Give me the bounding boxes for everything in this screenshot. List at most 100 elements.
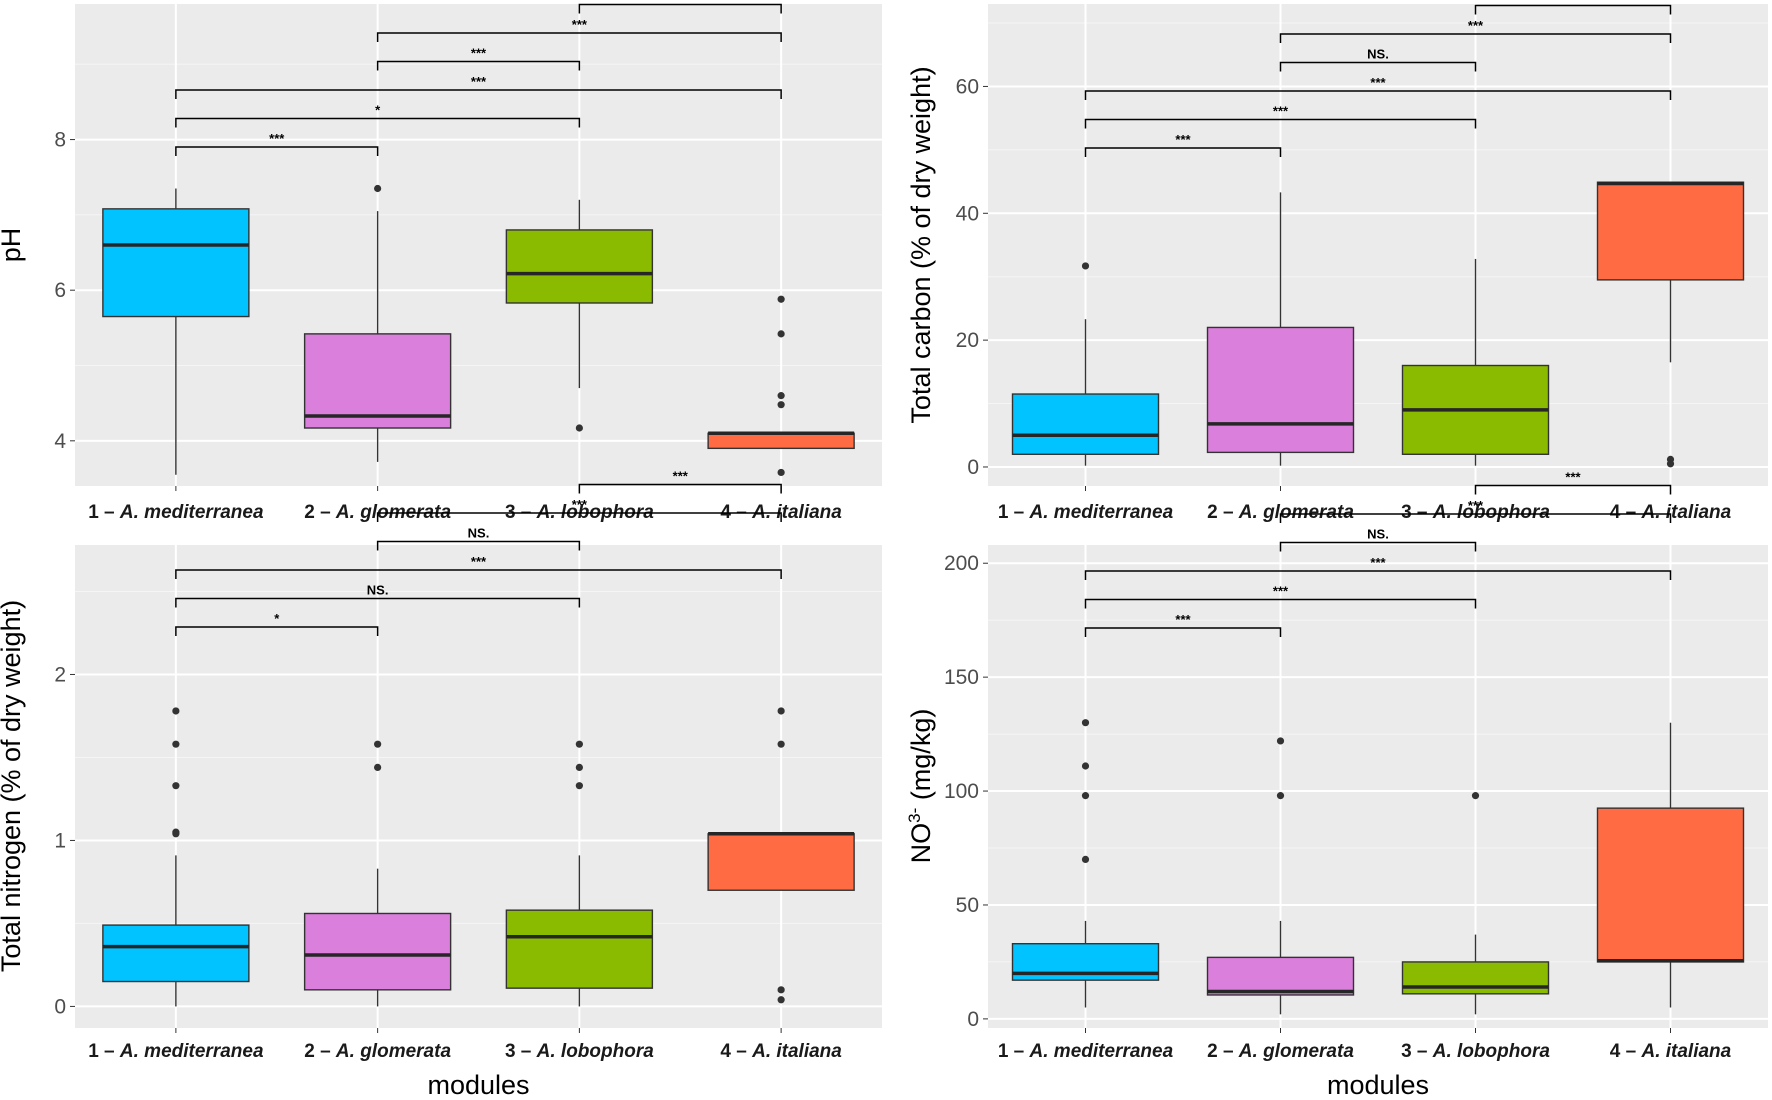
x-tick-species: A. glomerata: [335, 1041, 452, 1062]
y-tick-label: 4: [54, 430, 66, 453]
box-iqr: [303, 912, 452, 991]
y-tick-label: 2: [54, 663, 66, 686]
significance-bracket: [1084, 627, 1282, 637]
x-tick-number: 4 –: [1610, 502, 1642, 523]
significance-bracket: [376, 512, 782, 522]
y-tick-label: 8: [54, 129, 66, 152]
y-tick-label: 1: [54, 829, 66, 852]
box-iqr: [1596, 181, 1745, 281]
significance-bracket: [578, 3, 782, 14]
box-iqr: [102, 208, 250, 318]
box-1: [1011, 719, 1160, 1008]
significance-label: ***: [471, 554, 487, 569]
x-tick-label: 2 – A. glomerata: [1207, 502, 1354, 523]
outlier-point: [172, 740, 180, 748]
significance-label: ***: [1468, 498, 1484, 513]
outlier-point: [374, 184, 382, 193]
outlier-point: [1276, 792, 1285, 800]
significance-label: NS.: [1367, 47, 1389, 62]
chart-panel-bottom-right: 0 50 100 150 200 1 – A. mediterranea 2 – A. gl…: [905, 470, 1768, 1100]
outlier-point: [777, 401, 785, 409]
y-axis-label: Total nitrogen (% of dry weight): [0, 600, 26, 972]
outlier-point: [777, 295, 785, 303]
significance-label: ***: [269, 131, 285, 146]
box-1: [102, 707, 250, 1007]
box-2: [1206, 192, 1355, 466]
outlier-point: [1081, 262, 1090, 270]
box-3: [505, 740, 654, 1007]
significance-label: ***: [1175, 132, 1191, 147]
significance-bracket: [578, 483, 782, 494]
significance-label: ***: [1370, 75, 1386, 90]
x-tick-number: 3 –: [505, 1041, 537, 1062]
y-axis-label: Total carbon (% of dry weight): [906, 66, 936, 423]
x-axis-label: modules: [427, 1070, 529, 1100]
box-2: [303, 740, 452, 1007]
significance-bracket: [376, 60, 581, 71]
outlier-point: [777, 740, 785, 748]
x-tick-label: 4 – A. italiana: [1610, 1041, 1732, 1062]
x-tick-species: A. glomerata: [1238, 1041, 1355, 1062]
y-tick-label: 200: [944, 552, 979, 575]
significance-bracket: [1084, 598, 1477, 609]
significance-label: NS.: [1367, 527, 1389, 542]
significance-label: NS.: [468, 526, 490, 541]
y-tick-label: 0: [967, 456, 979, 479]
box-iqr: [102, 924, 250, 983]
significance-bracket: [175, 117, 581, 128]
outlier-point: [1081, 792, 1090, 800]
y-tick-label: 100: [944, 780, 979, 803]
significance-label: ***: [673, 469, 689, 484]
significance-bracket: [175, 146, 379, 156]
box-2: [303, 184, 452, 462]
x-tick-number: 4 –: [720, 1041, 752, 1062]
x-tick-number: 2 –: [1207, 1041, 1239, 1062]
significance-bracket: [376, 32, 782, 42]
significance-label: ***: [673, 0, 689, 4]
box-iqr: [1401, 961, 1550, 995]
x-tick-number: 4 –: [1610, 1041, 1642, 1062]
x-tick-species: A. mediterranea: [1029, 1041, 1174, 1062]
x-tick-label: 2 – A. glomerata: [1207, 1041, 1354, 1062]
x-tick-number: 3 –: [1401, 1041, 1433, 1062]
outlier-point: [1276, 737, 1285, 745]
x-tick-number: 1 –: [998, 1041, 1030, 1062]
outlier-point: [1666, 460, 1675, 468]
box-1: [102, 188, 250, 475]
significance-bracket: [1279, 33, 1672, 43]
box-3: [1401, 792, 1550, 1015]
outlier-point: [1081, 762, 1090, 770]
outlier-point: [374, 740, 382, 748]
box-2: [1206, 737, 1355, 1015]
y-axis-label-text: pH: [0, 228, 26, 263]
outlier-point: [777, 330, 785, 338]
x-tick-number: 1 –: [88, 1041, 120, 1062]
y-axis-label: NO3- (mg/kg): [905, 709, 936, 864]
x-tick-species: A. italiana: [1640, 502, 1731, 523]
x-tick-label: 1 – A. mediterranea: [88, 502, 264, 523]
box-iqr: [1011, 393, 1160, 455]
x-tick-number: 2 –: [304, 502, 336, 523]
significance-label: ***: [572, 17, 588, 32]
box-1: [1011, 262, 1160, 466]
x-tick-species: A. italiana: [751, 1041, 842, 1062]
outlier-point: [1081, 719, 1090, 727]
x-tick-species: A. glomerata: [1238, 502, 1355, 523]
outlier-point: [1081, 855, 1090, 864]
y-tick-label: 20: [956, 329, 979, 352]
x-tick-number: 3 –: [1401, 502, 1433, 523]
significance-bracket: [1279, 513, 1672, 523]
x-tick-number: 2 –: [1207, 502, 1239, 523]
box-4: [707, 707, 855, 1004]
outlier-point: [575, 782, 583, 790]
significance-label: ***: [1273, 104, 1289, 119]
chart-panel-top-right: 0 20 40 60 1 – A. mediterranea 2 – A. glomera…: [906, 0, 1768, 523]
outlier-point: [575, 740, 583, 748]
y-axis-label-text: NO: [906, 823, 936, 864]
x-tick-number: 1 –: [88, 502, 120, 523]
significance-bracket: [175, 569, 782, 579]
outlier-point: [172, 830, 180, 838]
y-tick-label: 0: [967, 1008, 979, 1031]
outlier-point: [777, 468, 785, 477]
